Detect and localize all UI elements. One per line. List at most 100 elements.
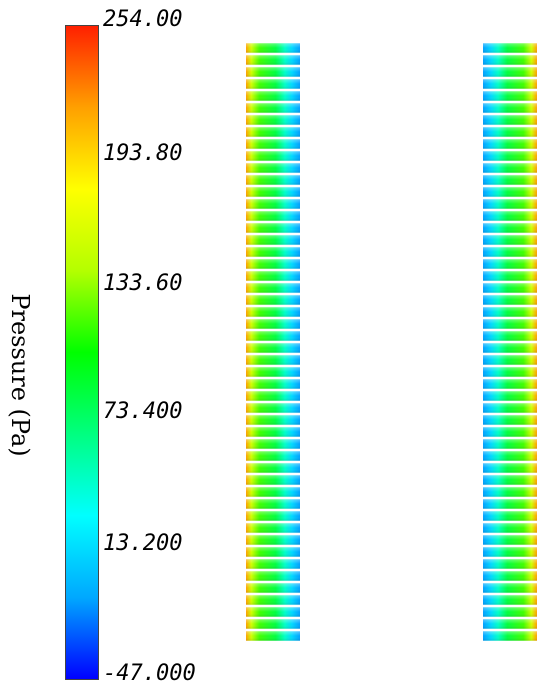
tube-ring bbox=[483, 151, 537, 161]
colorbar-tick-label: 193.80 bbox=[103, 141, 183, 166]
pressure-color-bar bbox=[65, 25, 99, 680]
right-tube bbox=[483, 43, 537, 641]
tube-ring bbox=[483, 235, 537, 245]
tube-ring bbox=[483, 271, 537, 281]
tube-ring bbox=[246, 583, 300, 593]
colorbar-title: Pressure (Pa) bbox=[6, 293, 34, 457]
tube-ring bbox=[483, 247, 537, 257]
tube-ring bbox=[246, 271, 300, 281]
tube-ring bbox=[246, 415, 300, 425]
tube-ring bbox=[483, 283, 537, 293]
tube-ring bbox=[246, 427, 300, 437]
colorbar-tick-label: -47.000 bbox=[103, 661, 196, 686]
tube-ring bbox=[246, 607, 300, 617]
tube-ring bbox=[246, 571, 300, 581]
tube-ring bbox=[483, 103, 537, 113]
tube-ring bbox=[246, 475, 300, 485]
tube-ring bbox=[246, 451, 300, 461]
tube-ring bbox=[483, 55, 537, 65]
tube-ring bbox=[246, 247, 300, 257]
tube-ring bbox=[246, 355, 300, 365]
tube-ring bbox=[246, 55, 300, 65]
tube-ring bbox=[483, 391, 537, 401]
colorbar-tick-label: 13.200 bbox=[103, 531, 183, 556]
tube-ring bbox=[483, 343, 537, 353]
tube-ring bbox=[483, 595, 537, 605]
tube-ring bbox=[246, 307, 300, 317]
tube-ring bbox=[483, 463, 537, 473]
tube-ring bbox=[483, 619, 537, 629]
tube-ring bbox=[246, 127, 300, 137]
tube-ring bbox=[246, 79, 300, 89]
tube-ring bbox=[483, 367, 537, 377]
colorbar-tick-label: 133.60 bbox=[103, 271, 183, 296]
tube-ring bbox=[483, 115, 537, 125]
tube-ring bbox=[246, 175, 300, 185]
tube-ring bbox=[246, 235, 300, 245]
tube-ring bbox=[246, 463, 300, 473]
tube-ring bbox=[483, 451, 537, 461]
tube-ring bbox=[246, 295, 300, 305]
tube-ring bbox=[483, 67, 537, 77]
tube-ring bbox=[483, 499, 537, 509]
tube-ring bbox=[246, 547, 300, 557]
tube-ring bbox=[483, 427, 537, 437]
tube-ring bbox=[246, 367, 300, 377]
tube-ring bbox=[246, 43, 300, 53]
tube-ring bbox=[483, 79, 537, 89]
tube-ring bbox=[246, 619, 300, 629]
tube-ring bbox=[246, 163, 300, 173]
tube-ring bbox=[246, 559, 300, 569]
tube-ring bbox=[246, 151, 300, 161]
tube-ring bbox=[246, 343, 300, 353]
tube-ring bbox=[483, 211, 537, 221]
tube-ring bbox=[483, 43, 537, 53]
tube-ring bbox=[483, 259, 537, 269]
tube-ring bbox=[483, 319, 537, 329]
tube-ring bbox=[246, 103, 300, 113]
tube-ring bbox=[483, 355, 537, 365]
tube-ring bbox=[483, 139, 537, 149]
tube-ring bbox=[246, 223, 300, 233]
tube-ring bbox=[483, 547, 537, 557]
tube-ring bbox=[483, 607, 537, 617]
tube-ring bbox=[483, 307, 537, 317]
tube-ring bbox=[246, 319, 300, 329]
tube-ring bbox=[483, 91, 537, 101]
tube-ring bbox=[246, 379, 300, 389]
colorbar-tick-label: 254.00 bbox=[103, 7, 183, 32]
tube-ring bbox=[246, 139, 300, 149]
tube-ring bbox=[246, 199, 300, 209]
tube-ring bbox=[246, 499, 300, 509]
tube-ring bbox=[246, 631, 300, 641]
colorbar-tick-label: 73.400 bbox=[103, 399, 183, 424]
tube-ring bbox=[246, 535, 300, 545]
tube-ring bbox=[483, 199, 537, 209]
tube-ring bbox=[483, 439, 537, 449]
tube-ring bbox=[246, 439, 300, 449]
tube-ring bbox=[246, 211, 300, 221]
tube-ring bbox=[483, 379, 537, 389]
tube-ring bbox=[483, 511, 537, 521]
tube-ring bbox=[483, 523, 537, 533]
tube-ring bbox=[246, 283, 300, 293]
left-tube bbox=[246, 43, 300, 641]
tube-ring bbox=[483, 403, 537, 413]
tube-ring bbox=[246, 403, 300, 413]
tube-ring bbox=[246, 391, 300, 401]
tube-ring bbox=[483, 475, 537, 485]
tube-ring bbox=[246, 511, 300, 521]
tube-ring bbox=[483, 583, 537, 593]
tube-ring bbox=[483, 487, 537, 497]
tube-ring bbox=[483, 631, 537, 641]
tube-ring bbox=[483, 559, 537, 569]
tube-ring bbox=[483, 187, 537, 197]
tube-ring bbox=[483, 535, 537, 545]
tube-ring bbox=[483, 175, 537, 185]
tube-ring bbox=[246, 487, 300, 497]
tube-ring bbox=[246, 91, 300, 101]
tube-ring bbox=[246, 115, 300, 125]
tube-ring bbox=[246, 595, 300, 605]
tube-ring bbox=[246, 259, 300, 269]
